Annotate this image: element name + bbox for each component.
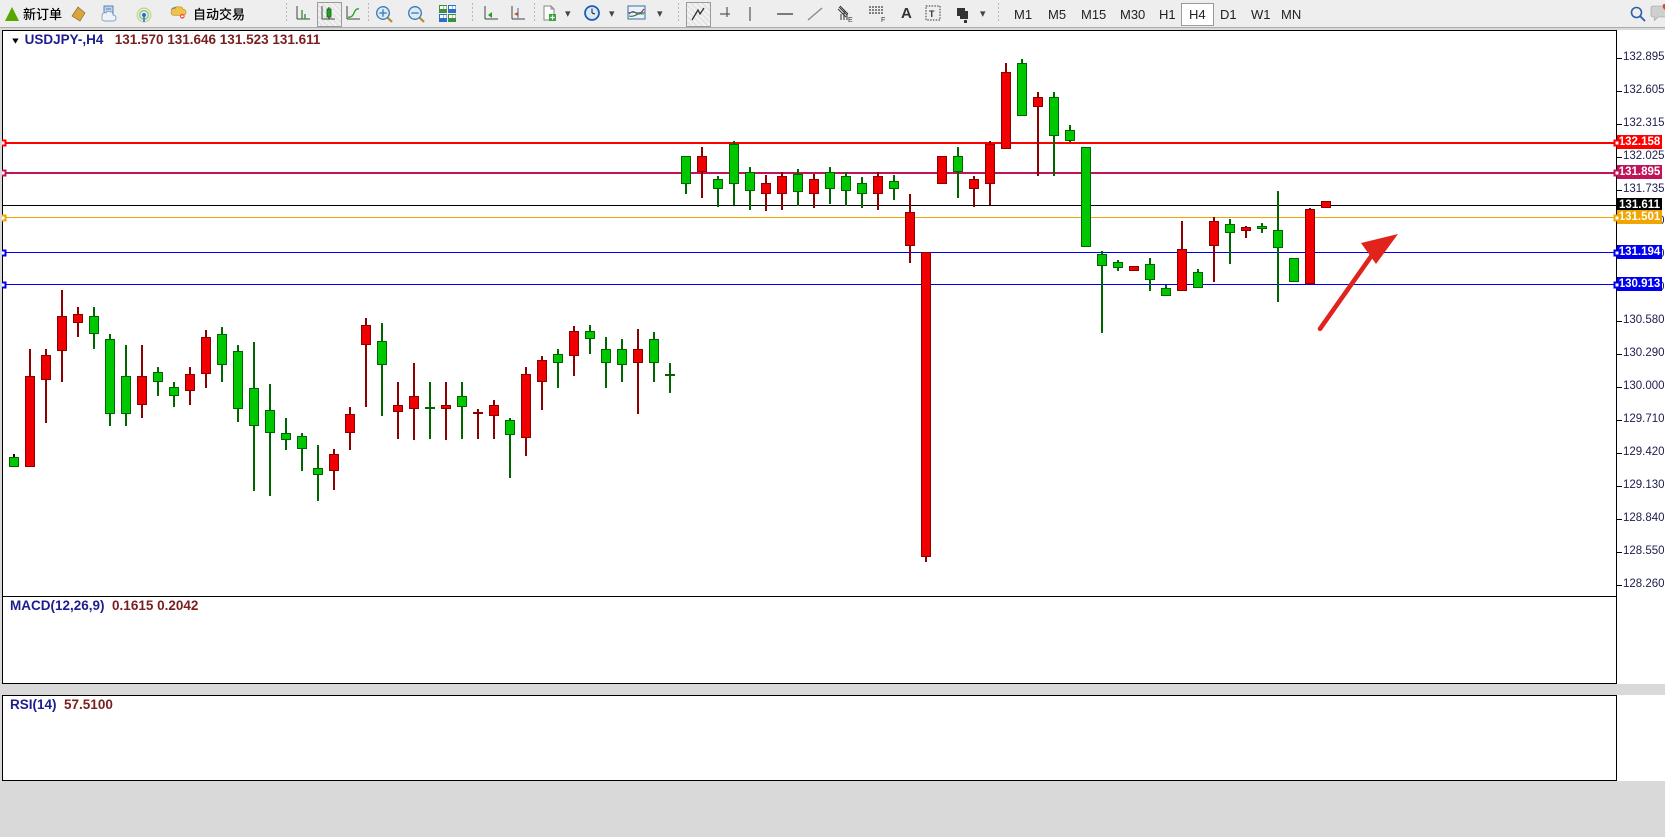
- svg-text:T: T: [929, 9, 935, 19]
- svg-text:F: F: [881, 17, 885, 23]
- svg-text:E: E: [848, 17, 853, 23]
